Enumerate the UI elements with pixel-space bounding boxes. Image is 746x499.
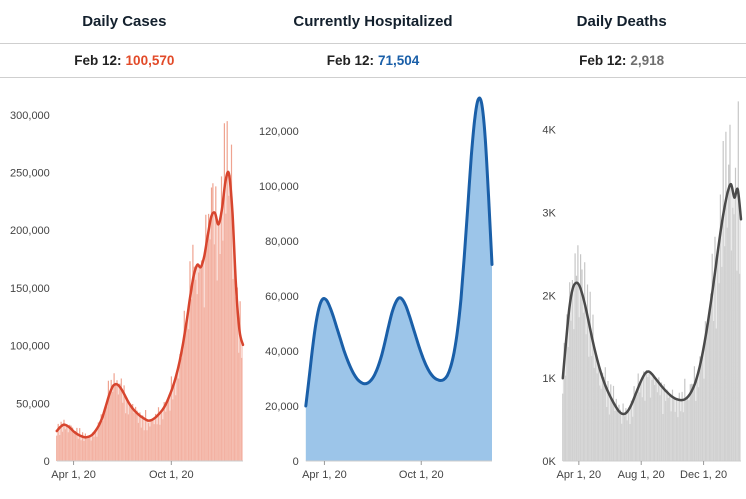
hospitalized-current-value: 71,504 <box>377 53 420 68</box>
daily-cases-date-label: Feb 12: <box>74 53 122 68</box>
hospitalized-chart[interactable]: 0 20,000 40,000 60,000 80,000 100,000 120,000 A… <box>249 78 497 497</box>
header-current-values: Feb 12: 100,570 Feb 12: 71,504 Feb 12: 2… <box>0 44 746 78</box>
svg-text:60,000: 60,000 <box>265 291 299 303</box>
svg-text:0K: 0K <box>542 456 556 468</box>
svg-text:3K: 3K <box>542 207 556 219</box>
svg-text:Apr 1, 20: Apr 1, 20 <box>302 469 347 481</box>
svg-text:150,000: 150,000 <box>10 283 50 295</box>
daily-cases-chart[interactable]: 0 50,000 100,000 150,000 200,000 250,000 300,0… <box>0 78 248 497</box>
hospitalized-date-label: Feb 12: <box>326 53 374 68</box>
svg-text:100,000: 100,000 <box>259 181 299 193</box>
header-titles: Daily Cases Currently Hospitalized Daily… <box>0 0 746 44</box>
daily-cases-title: Daily Cases <box>82 13 167 30</box>
svg-text:250,000: 250,000 <box>10 167 50 179</box>
svg-text:300,000: 300,000 <box>10 110 50 122</box>
svg-text:1K: 1K <box>542 373 556 385</box>
svg-text:40,000: 40,000 <box>265 346 299 358</box>
svg-text:50,000: 50,000 <box>16 398 50 410</box>
svg-text:Aug 1, 20: Aug 1, 20 <box>618 469 665 481</box>
hospitalized-title: Currently Hospitalized <box>293 13 453 30</box>
svg-text:80,000: 80,000 <box>265 236 299 248</box>
svg-text:Oct 1, 20: Oct 1, 20 <box>399 469 444 481</box>
svg-text:0: 0 <box>293 456 299 468</box>
svg-text:4K: 4K <box>542 125 556 137</box>
svg-text:0: 0 <box>44 456 50 468</box>
daily-deaths-chart[interactable]: 0K 1K 2K 3K 4K Apr 1, 20 Aug 1, 20 Dec 1, 20 <box>498 78 746 497</box>
svg-text:Apr 1, 20: Apr 1, 20 <box>557 469 602 481</box>
svg-text:200,000: 200,000 <box>10 225 50 237</box>
svg-text:Dec 1, 20: Dec 1, 20 <box>680 469 727 481</box>
daily-cases-current-value: 100,570 <box>125 53 175 68</box>
svg-text:Apr 1, 20: Apr 1, 20 <box>51 469 96 481</box>
daily-deaths-title: Daily Deaths <box>576 13 667 30</box>
charts-row: 0 50,000 100,000 150,000 200,000 250,000 300,0… <box>0 78 746 498</box>
daily-deaths-date-label: Feb 12: <box>579 53 627 68</box>
svg-text:20,000: 20,000 <box>265 401 299 413</box>
svg-text:120,000: 120,000 <box>259 126 299 138</box>
svg-text:2K: 2K <box>542 290 556 302</box>
daily-deaths-current-value: 2,918 <box>630 53 665 68</box>
svg-text:100,000: 100,000 <box>10 341 50 353</box>
svg-text:Oct 1, 20: Oct 1, 20 <box>149 469 194 481</box>
